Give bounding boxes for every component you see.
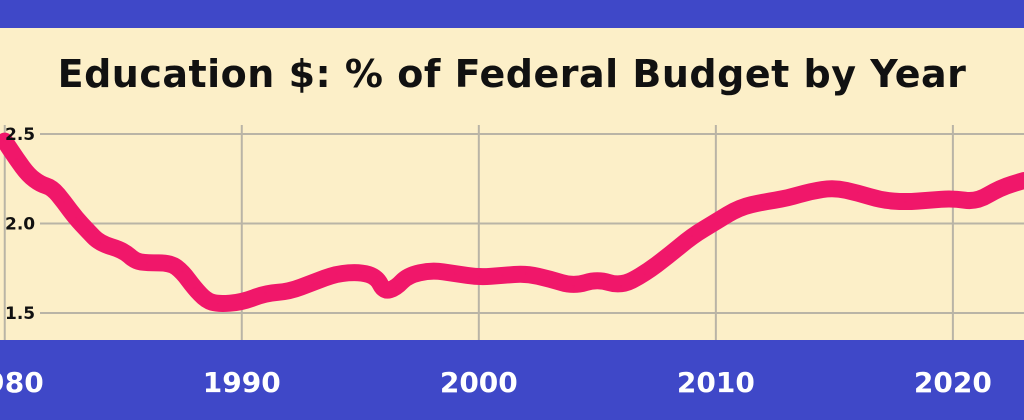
data-point — [74, 217, 77, 220]
data-point — [205, 299, 208, 302]
data-point — [3, 140, 6, 143]
data-point — [217, 303, 220, 306]
data-point — [27, 174, 30, 177]
data-point — [39, 183, 42, 186]
data-point — [406, 274, 409, 277]
data-point — [15, 158, 18, 160]
x-tick-label: 1980 — [0, 366, 44, 399]
data-point — [809, 190, 812, 193]
data-point — [181, 270, 184, 273]
data-point — [904, 201, 907, 203]
data-point — [762, 201, 765, 203]
data-point — [738, 206, 741, 209]
data-point — [375, 276, 378, 279]
data-point — [193, 287, 196, 289]
data-point — [572, 285, 575, 288]
data-point — [122, 249, 125, 252]
data-point — [430, 269, 433, 272]
data-point — [86, 229, 89, 232]
data-point — [833, 186, 836, 189]
data-point — [288, 290, 291, 293]
data-point — [169, 261, 172, 264]
x-tick-label: 2020 — [914, 366, 992, 399]
x-tick-label: 2000 — [440, 366, 518, 399]
tick-labels: 1.5 2.0 2.5 1980 1990 2000 2010 2020 — [0, 125, 992, 399]
data-point — [454, 272, 457, 275]
x-tick-label: 1990 — [203, 366, 281, 399]
data-point — [643, 272, 646, 275]
data-point — [383, 290, 385, 293]
data-point — [134, 260, 137, 263]
data-point — [311, 281, 314, 284]
data-point — [98, 242, 101, 245]
data-point — [240, 301, 243, 304]
y-tick-label: 1.5 — [5, 304, 35, 324]
grid-lines — [3, 125, 1024, 340]
series-line — [0, 132, 1024, 312]
data-point — [477, 276, 480, 279]
data-point — [359, 270, 362, 273]
data-point — [335, 272, 338, 275]
data-point — [714, 220, 717, 223]
data-point — [548, 278, 551, 280]
data-point — [691, 235, 694, 237]
data-point — [786, 197, 788, 200]
data-point — [51, 186, 54, 189]
data-point — [63, 201, 65, 203]
data-point — [667, 254, 670, 257]
data-point — [146, 261, 148, 264]
data-point — [620, 285, 622, 288]
bottom-band — [0, 340, 1024, 420]
data-point — [501, 274, 504, 277]
data-point — [880, 199, 883, 202]
data-point — [975, 201, 978, 203]
data-point — [999, 186, 1002, 189]
top-band — [0, 0, 1024, 28]
data-point — [596, 278, 599, 280]
series-layer — [0, 132, 1024, 312]
data-point — [928, 199, 931, 202]
data-point — [525, 272, 528, 275]
chart-title: Education $: % of Federal Budget by Year — [57, 52, 967, 96]
data-point — [857, 192, 860, 195]
data-point — [951, 197, 954, 200]
data-point — [264, 292, 267, 295]
y-tick-label: 2.0 — [5, 215, 35, 235]
data-point — [394, 287, 397, 289]
x-tick-label: 2010 — [677, 366, 755, 399]
y-tick-label: 2.5 — [5, 125, 35, 145]
